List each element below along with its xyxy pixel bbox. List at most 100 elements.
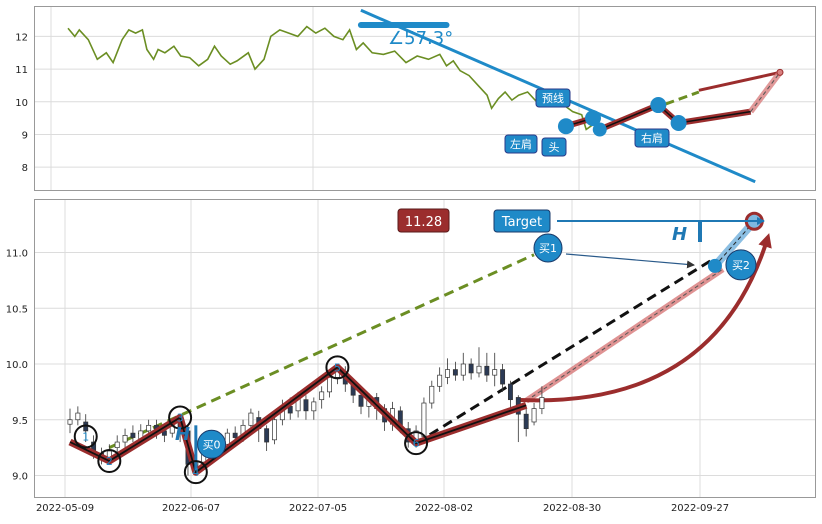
- candle-body: [476, 365, 482, 374]
- angle-label: ∠57.3°: [388, 28, 453, 49]
- neckline-tag-label: 预线: [542, 91, 564, 105]
- bottom-y-tick-label: 10.5: [6, 304, 28, 315]
- top-grid: [35, 7, 815, 190]
- right-shoulder-tag: 右肩: [634, 128, 670, 148]
- candle-body: [224, 432, 230, 445]
- candle-body: [429, 385, 435, 404]
- price-badge: 11.28: [397, 208, 450, 233]
- wave-point-label: 2: [106, 455, 113, 468]
- right-shoulder-tag-label: 右肩: [641, 131, 663, 145]
- wave-point-label: 3: [177, 412, 184, 425]
- lower-trend-dashed: [415, 256, 716, 445]
- candle-body: [146, 424, 152, 432]
- pattern-node: [650, 97, 667, 114]
- wave-point-circle: [404, 431, 429, 456]
- buy2-marker: [725, 249, 757, 281]
- neckline-tag: 预线: [535, 88, 571, 108]
- top-y-tick-label: 10: [15, 98, 28, 109]
- curved-target-arrow: [519, 233, 772, 403]
- bottom-trend-lines: [108, 218, 772, 449]
- top-panel: 8 9 10 11 12 ∠57.3° 预线 左肩 头 右肩: [15, 6, 816, 191]
- target-tag: Target: [493, 209, 551, 233]
- candle-body: [452, 369, 458, 376]
- candle-body: [468, 363, 474, 374]
- bottom-y-tick-label: 9.5: [12, 416, 28, 427]
- price-line: [67, 25, 601, 131]
- pattern-node: [584, 110, 601, 127]
- wave-point-label: 4: [192, 466, 199, 479]
- candle-body: [130, 432, 136, 438]
- candle-body: [264, 428, 270, 443]
- wave-point-label: 6: [413, 437, 420, 450]
- wave-point-label: 5: [334, 361, 341, 374]
- height-bar-right: [698, 222, 702, 242]
- bottom-wave-path: [68, 363, 528, 476]
- top-y-tick-label: 8: [22, 163, 28, 174]
- bottom-x-axis-ticks: 2022-05-09 2022-06-07 2022-07-05 2022-08-02…: [36, 503, 729, 514]
- candle-body: [523, 413, 529, 430]
- buy1-label: 买1: [539, 242, 557, 255]
- left-shoulder-tag-label: 左肩: [510, 137, 532, 151]
- bottom-grid: [35, 200, 815, 497]
- height-label-right: H: [672, 224, 687, 245]
- buy0-marker: [197, 429, 227, 459]
- candle-body: [531, 408, 537, 423]
- candle-body: [232, 432, 238, 438]
- candle-body: [500, 369, 506, 385]
- candle-body: [358, 394, 364, 407]
- candle-body: [421, 402, 427, 437]
- top-y-tick-label: 9: [22, 130, 28, 141]
- upper-trend-dashed: [108, 253, 535, 449]
- wave-point-circle: [73, 424, 98, 449]
- left-shoulder-tag: 左肩: [504, 134, 538, 154]
- buy2-point: [707, 258, 722, 273]
- wave-point-label: 1: [82, 430, 89, 443]
- wave-point-circle: [168, 405, 193, 430]
- trend-line-solid: [698, 70, 781, 92]
- candle-body: [437, 374, 443, 387]
- bottom-x-tick-label: 2022-08-30: [543, 503, 601, 514]
- wave-point-circle: [325, 355, 350, 380]
- bottom-y-tick-label: 10.0: [6, 360, 28, 371]
- pattern-node: [592, 122, 607, 137]
- top-y-tick-label: 11: [15, 65, 28, 76]
- candle-body: [460, 363, 466, 376]
- candle-body: [445, 369, 450, 378]
- candle-body: [114, 441, 120, 448]
- projection-line: [750, 72, 781, 112]
- bottom-x-tick-label: 2022-05-09: [36, 503, 94, 514]
- bottom-y-axis-ticks: 9.0 9.5 10.0 10.5 11.0: [6, 249, 28, 483]
- price-badge-label: 11.28: [405, 215, 442, 230]
- bottom-x-tick-label: 2022-07-05: [289, 503, 347, 514]
- pattern-node: [557, 118, 574, 135]
- head-tag: 头: [541, 137, 567, 157]
- projection-end: [776, 68, 784, 76]
- bottom-x-tick-label: 2022-06-07: [162, 503, 220, 514]
- buy0-label: 买0: [203, 438, 221, 451]
- top-y-tick-label: 12: [15, 32, 28, 43]
- wave-path-inner: [69, 366, 527, 474]
- bottom-x-tick-label: 2022-08-02: [415, 503, 473, 514]
- candle-body: [319, 391, 325, 401]
- pattern-node: [670, 115, 687, 132]
- candle-body: [507, 383, 513, 401]
- candle-body: [539, 397, 545, 409]
- candle-body: [311, 401, 317, 412]
- buy1-marker: 买1: [533, 233, 695, 269]
- buy2-target-line: [714, 220, 755, 267]
- candle-body: [303, 399, 309, 412]
- bottom-panel: 9.09.510.010.511.0 2022-05-09 2022-06-07 2…: [6, 199, 816, 514]
- target-tag-label: Target: [501, 215, 542, 230]
- buy2-label: 买2: [732, 259, 750, 272]
- candle-body: [484, 365, 490, 376]
- wave-point-circle: [183, 460, 208, 485]
- candle-body: [492, 369, 498, 376]
- bottom-y-tick-label: 11.0: [6, 249, 28, 260]
- candle-body: [248, 412, 254, 426]
- candle-body: [327, 377, 333, 393]
- bottom-x-tick-label: 2022-09-27: [671, 503, 729, 514]
- height-label-left: H: [175, 424, 190, 445]
- target-projection-line: [525, 268, 724, 402]
- candle-body: [122, 435, 128, 443]
